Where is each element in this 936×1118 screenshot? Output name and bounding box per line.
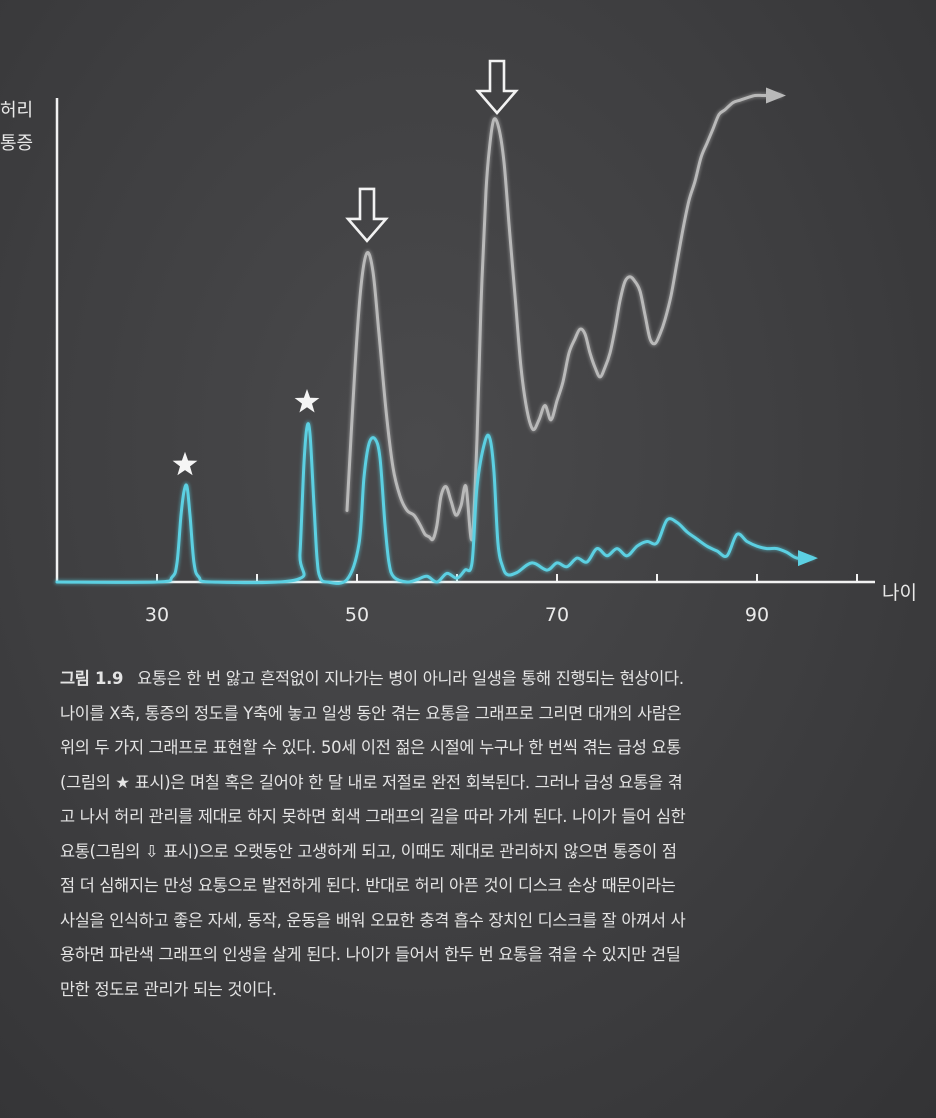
caption-line-3: (그림의 ★ 표시)은 며칠 혹은 길어야 한 달 내로 저절로 완전 회복된다… xyxy=(60,772,683,792)
y-axis-label-line-2: 통증 xyxy=(0,133,34,154)
down-arrow-marker-2 xyxy=(475,59,519,115)
y-axis-label: 허리 통증 xyxy=(0,94,40,160)
star-marker-2 xyxy=(294,389,320,413)
caption-line-2: 위의 두 가지 그래프로 표현할 수 있다. 50세 이전 젊은 시절에 누구나… xyxy=(60,738,682,757)
caption-line-1: 나이를 X축, 통증의 정도를 Y축에 놓고 일생 동안 겪는 요통을 그래프로… xyxy=(60,703,682,723)
gray-series-line xyxy=(345,93,782,542)
blue-series-line xyxy=(55,422,814,585)
caption-line-9: 만한 정도로 관리가 되는 것이다. xyxy=(60,979,277,999)
caption-line-8: 용하면 파란색 그래프의 인생을 살게 된다. 나이가 들어서 한두 번 요통을… xyxy=(60,945,681,964)
x-tick-label-50: 50 xyxy=(345,604,369,626)
caption-line-7: 사실을 인식하고 좋은 자세, 동작, 운동을 배워 오묘한 충격 흡수 장치인… xyxy=(60,910,686,930)
y-axis-label-line-1: 허리 xyxy=(0,100,34,121)
caption-line-5: 요통(그림의 ⇩ 표시)으로 오랫동안 고생하게 되고, 이때도 제대로 관리하… xyxy=(60,841,677,861)
caption-line-6: 점 더 심해지는 만성 요통으로 발전하게 된다. 반대로 허리 아픈 것이 디… xyxy=(60,876,676,895)
figure-label: 그림 1.9 xyxy=(60,669,124,688)
x-axis-label: 나이 xyxy=(882,582,917,604)
blue-series-glow xyxy=(54,420,815,587)
x-tick-label-90: 90 xyxy=(745,604,769,626)
down-arrow-marker-1 xyxy=(345,187,389,243)
star-marker-1 xyxy=(172,451,198,476)
blue-series-arrowhead xyxy=(798,550,818,567)
x-tick-label-30: 30 xyxy=(145,604,169,626)
pain-by-age-chart: 30 50 70 90 나이 xyxy=(54,59,917,626)
caption-line-0: 그림 1.9 요통은 한 번 앓고 흔적없이 지나가는 병이 아니라 일생을 통해… xyxy=(60,662,890,697)
gray-series-glow xyxy=(344,92,783,543)
caption-first-line: 요통은 한 번 앓고 흔적없이 지나가는 병이 아니라 일생을 통해 진행되는 … xyxy=(137,669,684,688)
caption-line-4: 고 나서 허리 관리를 제대로 하지 못하면 회색 그래프의 길을 따라 가게 … xyxy=(60,807,686,826)
x-tick-label-70: 70 xyxy=(545,604,569,626)
figure-caption: 그림 1.9 요통은 한 번 앓고 흔적없이 지나가는 병이 아니라 일생을 통해… xyxy=(60,662,890,1007)
gray-series-arrowhead xyxy=(766,87,786,104)
chart-axes: 30 50 70 90 나이 xyxy=(55,98,917,626)
